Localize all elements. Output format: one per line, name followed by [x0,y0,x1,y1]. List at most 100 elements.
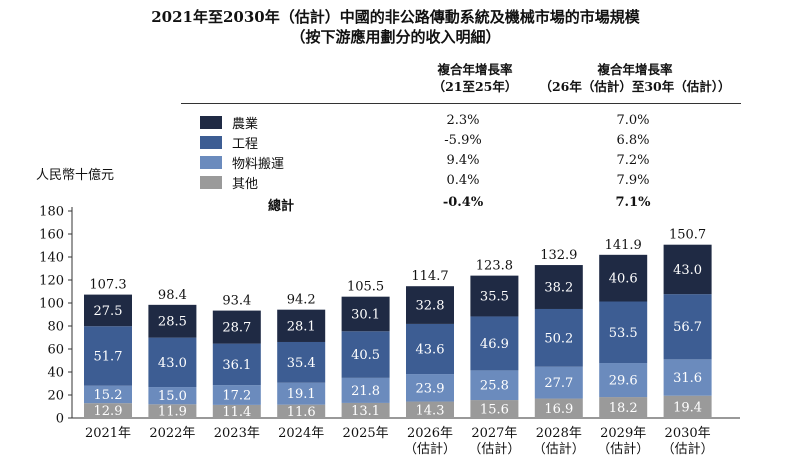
bar-segment [663,395,712,418]
bar-segment [341,377,390,403]
bar-segment [148,304,197,338]
bar-total-label: 150.7 [669,228,706,243]
bar-segment-value-label: 25.8 [480,379,509,394]
bar-segment [212,310,261,344]
bar-segment [663,244,712,295]
bar-segment-value-label: 15.2 [94,388,123,403]
bar-segment-value-label: 35.5 [480,290,509,305]
bar-segment [534,398,583,418]
bar-segment-value-label: 32.8 [416,299,445,314]
bar-segment [534,265,583,309]
x-category-label: （估計） [468,441,520,457]
bar-segment-value-label: 40.6 [609,272,638,287]
bar-segment [406,374,454,402]
bar-segment [599,301,648,364]
bar-segment-value-label: 13.1 [351,404,380,419]
bar-segment-value-label: 28.7 [222,321,251,336]
bar-segment [341,296,390,332]
cagr1-material-handling: 9.4% [446,153,480,168]
bar-segment [277,341,326,383]
cagr2-agriculture: 7.0% [616,113,650,128]
y-axis-unit-label: 人民幣十億元 [36,168,115,183]
cagr1-engineering: -5.9% [444,133,482,148]
bar-segment-value-label: 11.6 [287,405,316,420]
cagr1-total: -0.4% [442,195,484,210]
legend-swatch-engineering [200,136,222,149]
bar-segment [148,337,197,388]
bar-segment-value-label: 29.6 [609,374,638,389]
bar-total-label: 105.5 [347,280,384,295]
y-tick-label: 0 [56,412,64,427]
bar-total-label: 98.4 [158,288,187,303]
bar-segment [599,397,648,418]
y-tick-label: 60 [47,343,64,358]
bar-segment-value-label: 53.5 [609,326,638,341]
bar-segment-value-label: 51.7 [94,349,123,364]
bar-segment-value-label: 30.1 [351,307,380,322]
bar-total-label: 132.9 [540,248,577,263]
bar-segment-value-label: 27.7 [544,376,573,391]
total-label: 總計 [268,199,295,214]
bar-segment-value-label: 40.5 [351,348,380,363]
chart-subtitle: （按下游應用劃分的收入明細） [290,28,501,46]
bar-segment-value-label: 15.0 [158,389,187,404]
x-category-label: 2022年 [149,426,195,441]
bar-total-label: 107.3 [89,278,126,293]
bar-segment-value-label: 43.0 [158,356,187,371]
cagr-header-2026-2030-line2: （26年（估計）至30年（估計）） [539,79,731,94]
bar-segment-value-label: 36.1 [222,358,251,373]
cagr2-engineering: 6.8% [616,133,650,148]
total-row: 總計 [268,195,295,214]
bar-segment [84,294,132,327]
bar-segment [599,363,648,398]
bar-segment [406,401,454,418]
bar-segment-value-label: 28.1 [287,319,316,334]
x-category-label: 2027年 [471,426,517,441]
cagr2-material-handling: 7.2% [616,153,650,168]
x-category-label: 2021年 [85,426,131,441]
bar-segment [84,403,132,418]
bar-segment-value-label: 28.5 [158,315,187,330]
bar-segment-value-label: 19.4 [673,400,702,415]
x-category-label: （估計） [597,441,649,457]
bar-total-label: 141.9 [605,238,642,253]
bar-segment-value-label: 50.2 [544,331,573,346]
bar-segment-value-label: 11.4 [222,405,251,420]
y-tick-label: 80 [47,320,64,335]
legend-swatch-others [200,176,222,189]
bar-segment [341,331,390,378]
bar-total-label: 93.4 [222,294,251,309]
bar-segment [470,370,519,401]
cagr-header-2026-2030-line1: 複合年增長率 [597,62,673,77]
legend-label-agriculture: 農業 [232,117,259,132]
bar-total-label: 123.8 [476,259,513,274]
bar-segment [148,387,197,405]
bar-segment [212,385,261,405]
x-category-label: 2026年 [407,426,453,441]
x-category-label: （估計） [404,441,456,457]
bar-segment [406,286,454,324]
bar-segment [148,404,197,418]
bar-segment-value-label: 46.9 [480,337,509,352]
y-tick-label: 100 [39,297,64,312]
x-category-label: 2024年 [278,426,324,441]
bar-segment [599,254,648,302]
bar-segment [277,309,326,342]
legend-label-engineering: 工程 [232,137,259,152]
x-category-label: 2030年 [665,426,711,441]
x-category-label: 2023年 [214,426,260,441]
bar-segment-value-label: 18.2 [609,401,638,416]
bar-segment-value-label: 19.1 [287,387,316,402]
bar-total-label: 114.7 [411,269,448,284]
legend-swatch-agriculture [200,116,222,129]
table-rule [181,103,741,104]
bar-segment [470,400,519,418]
bar-segment [534,366,583,399]
bar-segment-value-label: 12.9 [94,404,123,419]
cagr1-agriculture: 2.3% [446,113,480,128]
x-category-label: （估計） [533,441,585,457]
bar-total-label: 94.2 [287,293,316,308]
cagr-header-2021-2025-line1: 複合年增長率 [437,62,513,77]
y-tick-label: 40 [47,366,64,381]
